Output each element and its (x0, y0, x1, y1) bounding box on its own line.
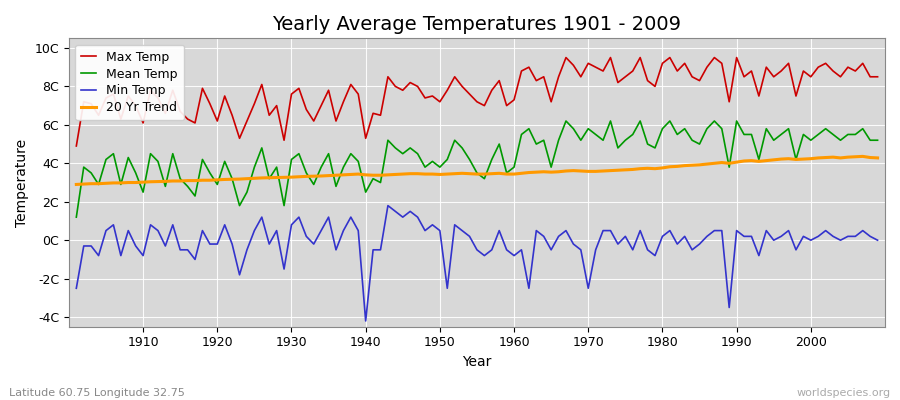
Title: Yearly Average Temperatures 1901 - 2009: Yearly Average Temperatures 1901 - 2009 (273, 15, 681, 34)
20 Yr Trend (501, 172, 512, 176)
Mean Temp (872, 138, 883, 143)
Min Temp (613, 242, 624, 246)
Line: Min Temp: Min Temp (76, 206, 878, 321)
Min Temp (360, 318, 371, 323)
20 Yr Trend (293, 174, 304, 179)
X-axis label: Year: Year (463, 355, 491, 369)
20 Yr Trend (508, 172, 519, 176)
Max Temp (71, 144, 82, 148)
Min Temp (338, 228, 349, 233)
Max Temp (508, 98, 519, 102)
Max Temp (501, 103, 512, 108)
Min Temp (524, 286, 535, 291)
Line: 20 Yr Trend: 20 Yr Trend (76, 156, 878, 184)
Max Temp (561, 55, 572, 60)
Mean Temp (71, 215, 82, 220)
Line: Mean Temp: Mean Temp (76, 121, 878, 217)
Text: Latitude 60.75 Longitude 32.75: Latitude 60.75 Longitude 32.75 (9, 388, 184, 398)
Min Temp (293, 215, 304, 220)
Max Temp (338, 99, 349, 104)
Mean Temp (561, 119, 572, 124)
Y-axis label: Temperature: Temperature (15, 138, 29, 226)
Mean Temp (338, 165, 349, 170)
Mean Temp (130, 170, 141, 175)
Line: Max Temp: Max Temp (76, 58, 878, 146)
Text: worldspecies.org: worldspecies.org (796, 388, 891, 398)
20 Yr Trend (71, 182, 82, 187)
20 Yr Trend (872, 156, 883, 160)
Mean Temp (508, 165, 519, 170)
Max Temp (130, 103, 141, 108)
Max Temp (605, 55, 616, 60)
Legend: Max Temp, Mean Temp, Min Temp, 20 Yr Trend: Max Temp, Mean Temp, Min Temp, 20 Yr Tre… (76, 44, 184, 120)
20 Yr Trend (858, 154, 868, 159)
Max Temp (872, 74, 883, 79)
Min Temp (516, 248, 526, 252)
Max Temp (293, 86, 304, 91)
20 Yr Trend (338, 172, 349, 177)
Min Temp (382, 203, 393, 208)
Mean Temp (501, 170, 512, 175)
Mean Temp (293, 151, 304, 156)
Min Temp (130, 244, 141, 248)
Mean Temp (605, 119, 616, 124)
20 Yr Trend (130, 180, 141, 185)
20 Yr Trend (598, 168, 608, 173)
Min Temp (71, 286, 82, 291)
Min Temp (872, 238, 883, 243)
